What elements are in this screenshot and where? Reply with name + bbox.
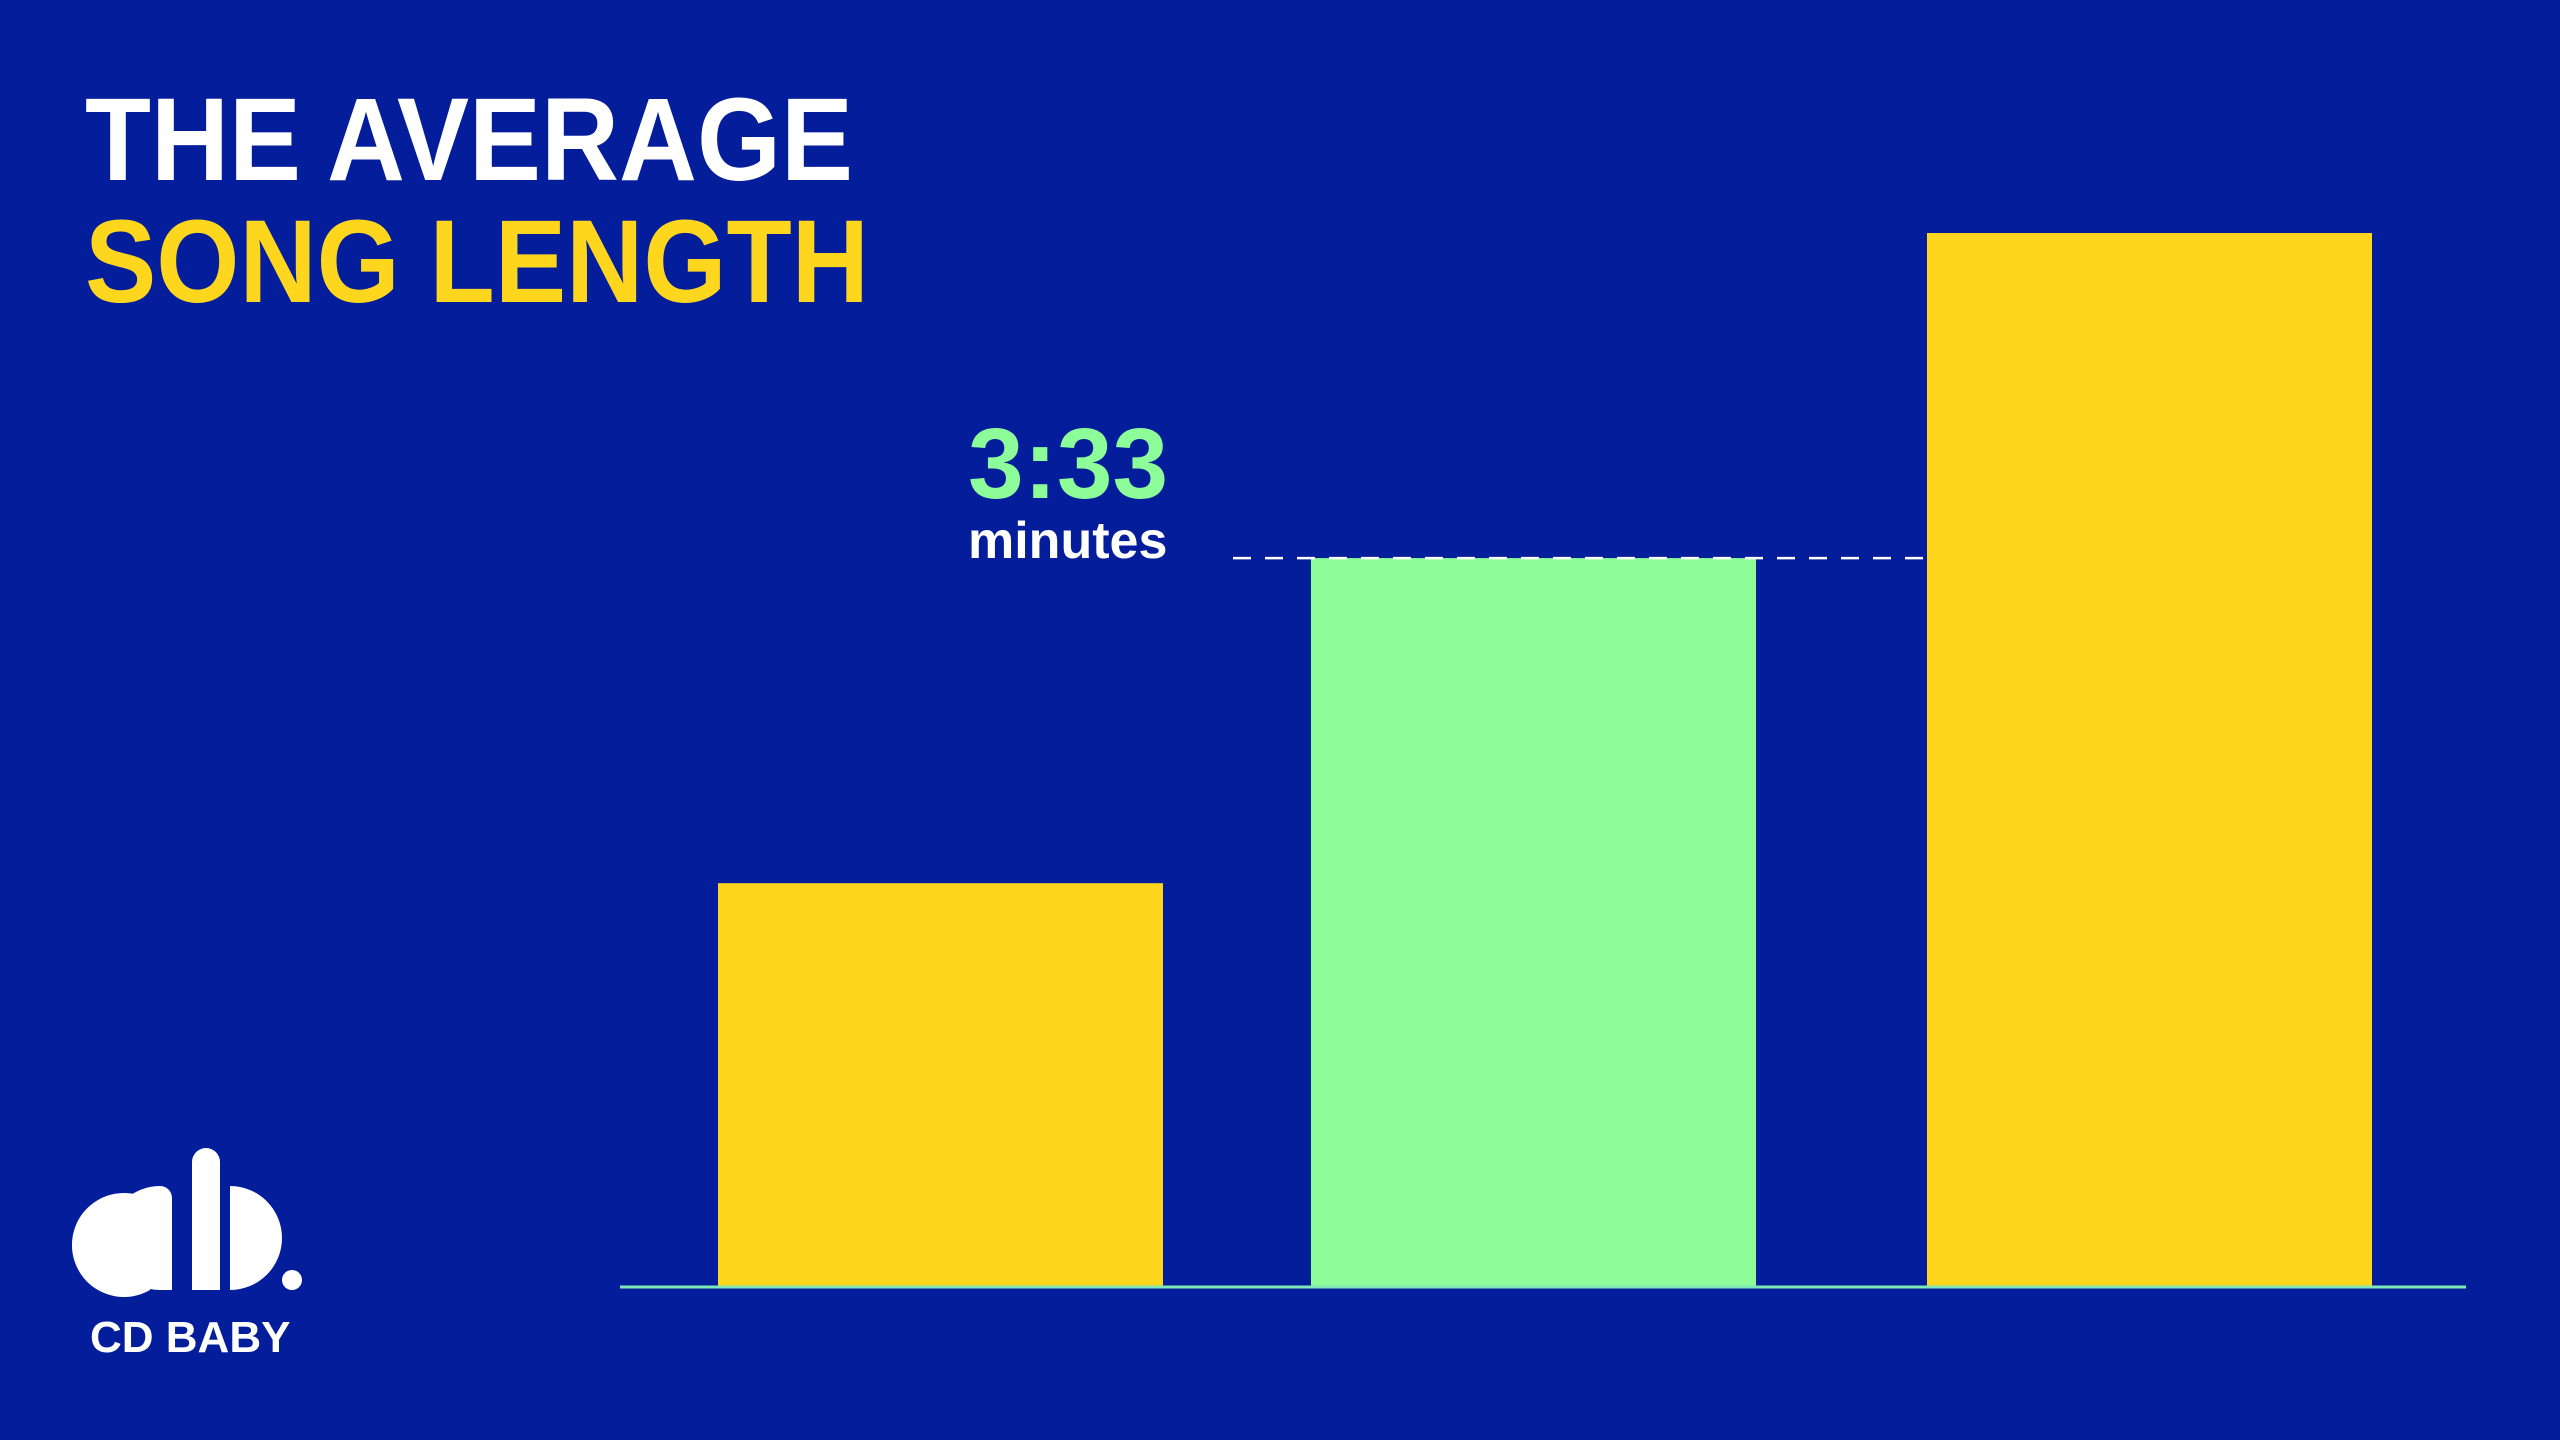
- bar: [718, 883, 1163, 1287]
- logo-dot: [282, 1270, 302, 1290]
- chart-title: SONG LENGTH: [85, 196, 869, 328]
- logo-shape: [192, 1148, 220, 1290]
- logo: [71, 1148, 302, 1297]
- logo-shape: [230, 1186, 282, 1290]
- bar: [1927, 233, 2372, 1287]
- chart-title: THE AVERAGE: [85, 74, 853, 206]
- logo-shape: [108, 1186, 172, 1290]
- unit-label: minutes: [968, 512, 1167, 570]
- brand-name: CD BABY: [90, 1313, 290, 1362]
- bar: [1311, 558, 1756, 1287]
- value-label: 3:33: [968, 408, 1168, 520]
